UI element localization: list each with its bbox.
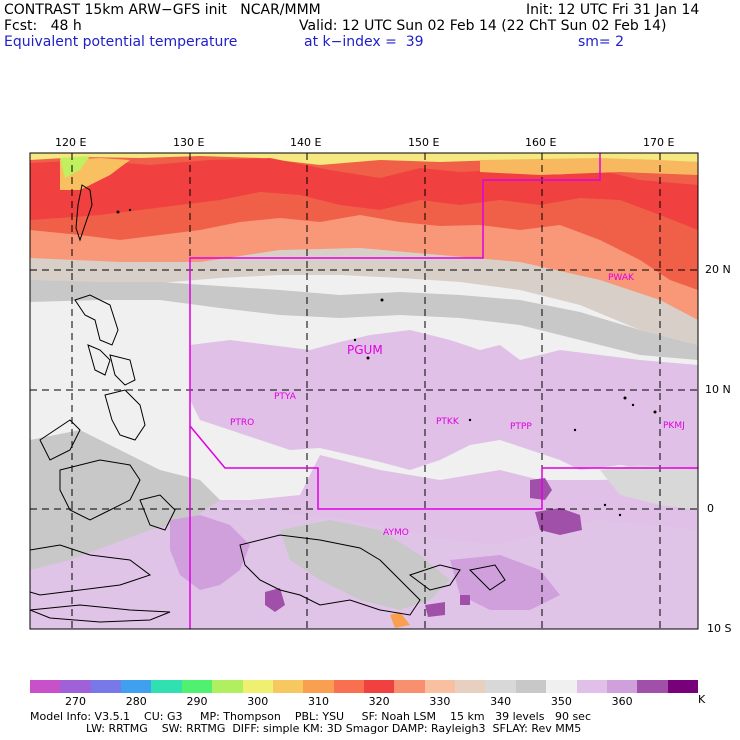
colorbar-swatch (90, 680, 122, 693)
colorbar-swatch (515, 680, 547, 693)
colorbar-swatch (485, 680, 517, 693)
colorbar-swatch (30, 680, 61, 693)
station-label: PWAK (608, 273, 634, 283)
colorbar-swatch (394, 680, 426, 693)
colorbar-label: 280 (125, 695, 147, 708)
lat-label: 10 N (705, 383, 731, 396)
colorbar-swatch (333, 680, 365, 693)
colorbar-label: 340 (490, 695, 512, 708)
colorbar-swatch (637, 680, 669, 693)
lon-label: 160 E (525, 136, 557, 149)
lat-label: 0 (707, 502, 714, 515)
colorbar-swatch (576, 680, 608, 693)
colorbar-swatch (424, 680, 456, 693)
station-label: AYMO (383, 528, 409, 538)
map-frame (29, 152, 699, 630)
colorbar-unit: K (698, 693, 706, 706)
lat-label: 20 N (705, 263, 731, 276)
lon-label: 140 E (290, 136, 322, 149)
colorbar-swatch (151, 680, 183, 693)
colorbar-label: 330 (429, 695, 451, 708)
colorbar-swatch (181, 680, 213, 693)
colorbar-swatch (364, 680, 395, 693)
colorbar-label: 360 (611, 695, 633, 708)
colorbar-label: 300 (247, 695, 269, 708)
colorbar-swatch (212, 680, 244, 693)
station-label: PTPP (510, 422, 532, 432)
colorbar-label: 290 (186, 695, 208, 708)
colorbar-swatch (546, 680, 578, 693)
header-smoothing: sm= 2 (578, 34, 625, 50)
model-info-line2: LW: RRTMG SW: RRTMG DIFF: simple KM: 3D … (30, 722, 582, 735)
colorbar-swatch (242, 680, 274, 693)
station-label: PTKK (436, 417, 459, 427)
colorbar-label: 270 (65, 695, 87, 708)
colorbar-label: 320 (368, 695, 390, 708)
colorbar-swatch (303, 680, 335, 693)
theta-e-field (30, 153, 698, 629)
lon-label: 130 E (173, 136, 205, 149)
map-canvas (29, 152, 699, 630)
station-label: PGUM (347, 343, 383, 357)
header-level: at k−index = 39 (304, 34, 424, 50)
header-valid: Valid: 12 UTC Sun 02 Feb 14 (22 ChT Sun … (299, 18, 667, 34)
colorbar-swatch (121, 680, 152, 693)
lat-label: 10 S (707, 622, 732, 635)
lon-label: 150 E (408, 136, 440, 149)
colorbar-label: 350 (550, 695, 572, 708)
colorbar-swatch (667, 680, 699, 693)
colorbar-swatch (606, 680, 638, 693)
model-info-line1: Model Info: V3.5.1 CU: G3 MP: Thompson P… (30, 710, 591, 723)
station-label: PTRO (230, 418, 255, 428)
colorbar-swatch (455, 680, 486, 693)
header-forecast: Fcst: 48 h (4, 18, 82, 34)
lon-label: 120 E (55, 136, 87, 149)
station-label: PTYA (274, 392, 296, 402)
header-init: Init: 12 UTC Fri 31 Jan 14 (526, 2, 700, 18)
colorbar-label: 310 (307, 695, 329, 708)
header-field: Equivalent potential temperature (4, 34, 238, 50)
header-title: CONTRAST 15km ARW−GFS init NCAR/MMM (4, 2, 321, 18)
colorbar-swatch (60, 680, 92, 693)
station-label: PKMJ (663, 421, 685, 431)
lon-label: 170 E (643, 136, 675, 149)
colorbar-swatch (272, 680, 304, 693)
